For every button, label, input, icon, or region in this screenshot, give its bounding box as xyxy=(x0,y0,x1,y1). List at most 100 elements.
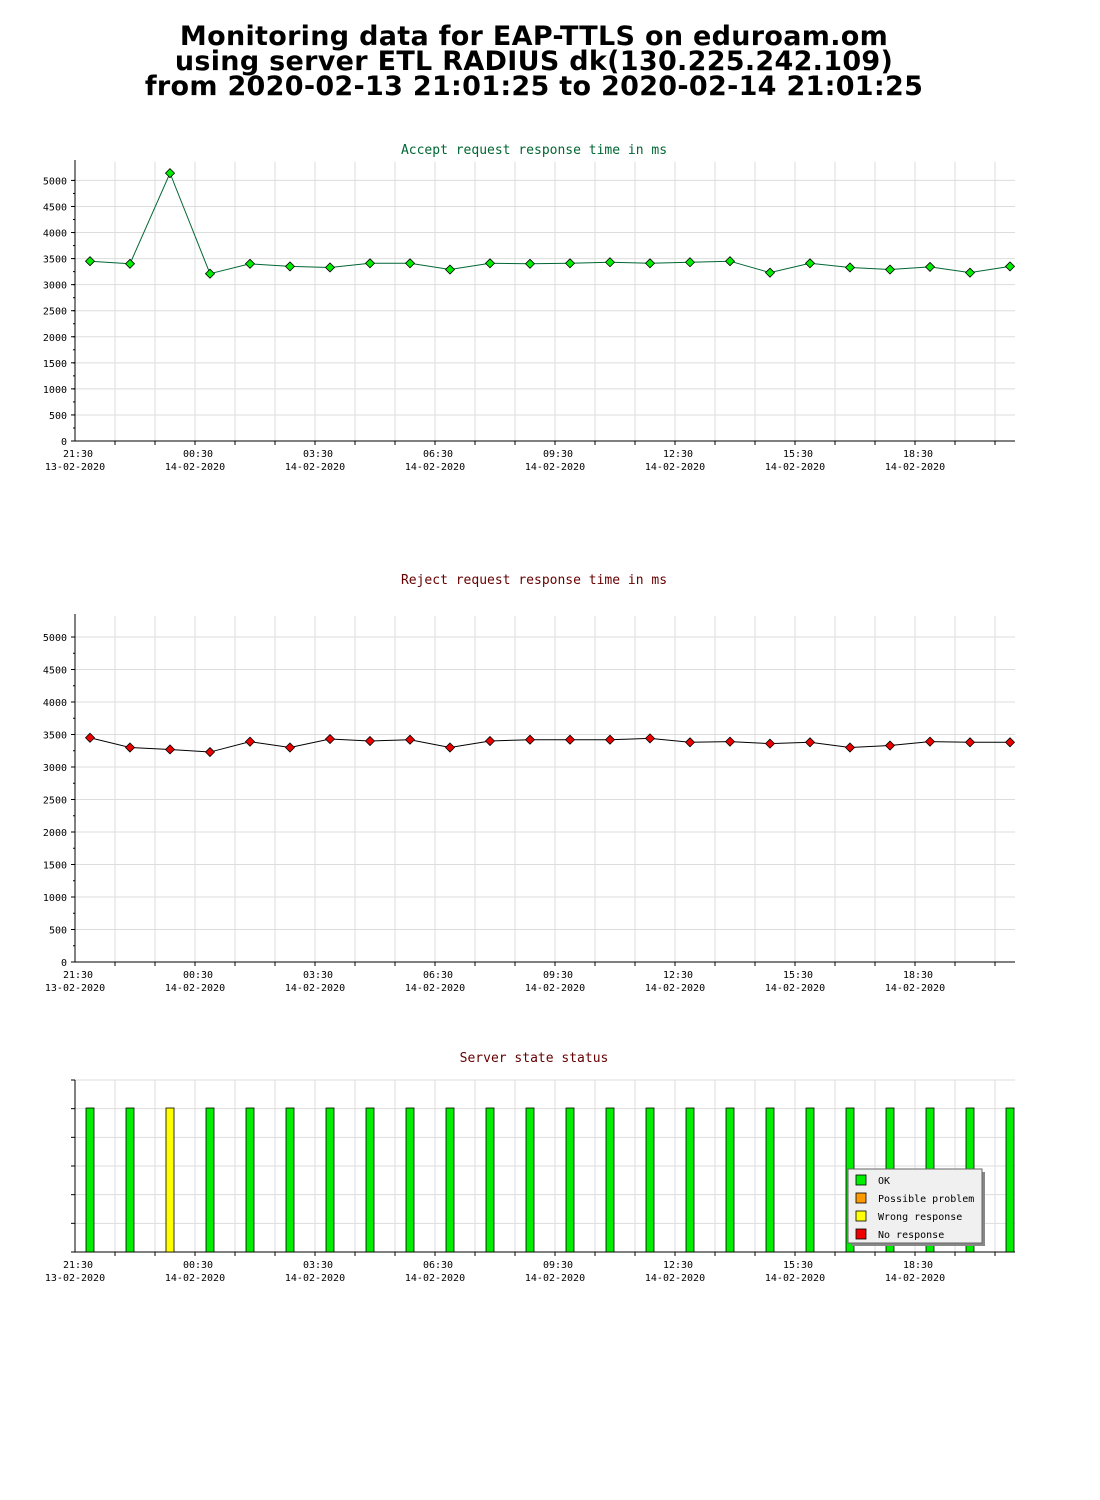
legend-label: Possible problem xyxy=(878,1194,974,1205)
x-tick-label-date: 14-02-2020 xyxy=(645,1273,705,1284)
x-tick-label-time: 09:30 xyxy=(543,970,573,981)
data-point xyxy=(204,746,216,758)
y-tick-label: 0 xyxy=(61,437,67,448)
status-bar xyxy=(165,1107,175,1253)
y-tick-label: 4000 xyxy=(43,698,67,709)
x-tick-label-time: 09:30 xyxy=(543,1260,573,1271)
page-title: Monitoring data for EAP-TTLS on eduroam.… xyxy=(0,23,1068,102)
x-tick-label-time: 12:30 xyxy=(663,970,693,981)
x-tick-label-date: 14-02-2020 xyxy=(885,462,945,473)
x-tick-label-time: 21:30 xyxy=(63,449,93,460)
data-point xyxy=(84,732,96,743)
y-tick-label: 2000 xyxy=(43,828,67,839)
data-point xyxy=(244,736,256,747)
y-tick-label: 2500 xyxy=(43,796,67,807)
data-point xyxy=(564,734,576,745)
y-tick-label: 3500 xyxy=(43,731,67,742)
status-bar xyxy=(645,1107,655,1253)
y-tick-label: 4500 xyxy=(43,202,67,213)
x-tick-label-time: 18:30 xyxy=(903,1260,933,1271)
data-point xyxy=(484,258,496,269)
status-bar xyxy=(445,1107,455,1253)
y-tick-label: 4500 xyxy=(43,666,67,677)
status-bar xyxy=(765,1107,775,1253)
x-tick-label-time: 06:30 xyxy=(423,449,453,460)
x-tick-label-date: 14-02-2020 xyxy=(405,983,465,994)
x-tick-label-date: 14-02-2020 xyxy=(405,462,465,473)
data-point xyxy=(324,733,336,745)
data-point xyxy=(764,738,776,749)
x-tick-label-date: 14-02-2020 xyxy=(525,983,585,994)
data-point xyxy=(1004,261,1016,272)
y-tick-label: 500 xyxy=(49,926,67,937)
chart-title: Server state status xyxy=(460,1051,609,1066)
status-bar xyxy=(725,1107,735,1253)
legend-label: Wrong response xyxy=(878,1212,962,1223)
y-tick-label: 2000 xyxy=(43,333,67,344)
x-tick-label-time: 15:30 xyxy=(783,970,813,981)
x-tick-label-date: 13-02-2020 xyxy=(45,1273,105,1284)
x-tick-label-time: 03:30 xyxy=(303,970,333,981)
status-bar xyxy=(325,1107,335,1253)
data-point xyxy=(764,267,776,278)
y-tick-label: 0 xyxy=(61,958,67,969)
data-point xyxy=(124,742,136,753)
y-tick-label: 5000 xyxy=(43,633,67,644)
x-tick-label-time: 15:30 xyxy=(783,449,813,460)
x-tick-label-date: 14-02-2020 xyxy=(765,462,825,473)
data-point xyxy=(524,734,536,745)
x-tick-label-time: 12:30 xyxy=(663,1260,693,1271)
data-point xyxy=(964,737,976,748)
x-tick-label-date: 14-02-2020 xyxy=(525,1273,585,1284)
data-point xyxy=(604,734,616,745)
x-tick-label-time: 21:30 xyxy=(63,970,93,981)
data-point xyxy=(84,256,96,267)
data-point xyxy=(684,737,696,748)
title-line-3: from 2020-02-13 21:01:25 to 2020-02-14 2… xyxy=(144,71,924,102)
status-bar xyxy=(405,1107,415,1253)
x-tick-label-time: 06:30 xyxy=(423,1260,453,1271)
x-tick-label-time: 09:30 xyxy=(543,449,573,460)
data-point xyxy=(844,742,856,753)
legend-swatch xyxy=(855,1228,867,1240)
x-tick-label-time: 00:30 xyxy=(183,449,213,460)
data-point xyxy=(524,258,536,269)
data-point xyxy=(204,268,216,279)
data-point xyxy=(924,736,936,747)
x-tick-label-time: 06:30 xyxy=(423,970,453,981)
status-bar xyxy=(605,1107,615,1253)
data-point xyxy=(164,744,176,755)
chart-title: Reject request response time in ms xyxy=(401,573,667,588)
status-bar xyxy=(245,1107,255,1253)
legend-swatch xyxy=(855,1192,867,1204)
y-tick-label: 3000 xyxy=(43,763,67,774)
data-point xyxy=(364,258,376,269)
x-tick-label-date: 14-02-2020 xyxy=(405,1273,465,1284)
series-line xyxy=(89,737,1010,753)
data-point xyxy=(404,734,416,745)
y-tick-label: 1000 xyxy=(43,893,67,904)
status-bar xyxy=(685,1107,695,1253)
status-bar xyxy=(125,1107,135,1253)
y-tick-label: 500 xyxy=(49,411,67,422)
data-point xyxy=(724,256,736,267)
x-tick-label-date: 14-02-2020 xyxy=(165,1273,225,1284)
data-point xyxy=(364,735,376,747)
legend-swatch xyxy=(855,1174,867,1186)
data-point xyxy=(284,742,296,753)
legend-label: OK xyxy=(878,1176,890,1187)
x-tick-label-time: 03:30 xyxy=(303,449,333,460)
data-point xyxy=(404,258,416,269)
data-point xyxy=(804,258,816,269)
data-point xyxy=(644,258,656,269)
x-tick-label-time: 00:30 xyxy=(183,1260,213,1271)
status-bar xyxy=(485,1107,495,1253)
x-tick-label-date: 14-02-2020 xyxy=(885,1273,945,1284)
data-point xyxy=(564,258,576,269)
x-tick-label-date: 14-02-2020 xyxy=(165,462,225,473)
data-point xyxy=(444,742,456,753)
data-point xyxy=(884,264,896,275)
data-point xyxy=(124,258,136,269)
legend-box xyxy=(847,1168,983,1244)
data-point xyxy=(164,168,176,179)
